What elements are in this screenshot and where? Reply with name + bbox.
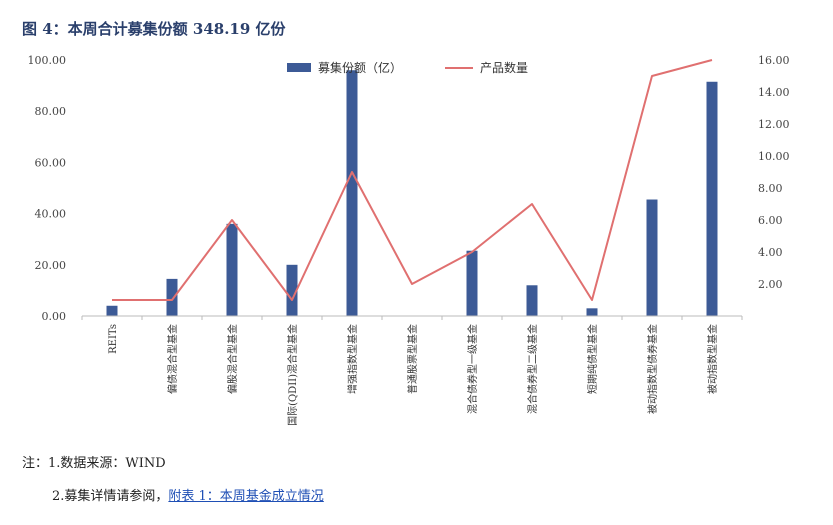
x-category-label: 普通股票型基金 [406, 324, 419, 394]
x-category-label: REITs [108, 324, 119, 354]
y-left-tick-label: 80.00 [35, 105, 67, 118]
bar [586, 308, 598, 316]
y-right-tick-label: 2.00 [758, 278, 783, 291]
bar [466, 250, 478, 316]
bar [166, 278, 178, 316]
x-category-label: 混合债券型一级基金 [466, 324, 479, 414]
detail-note: 2.募集详情请参阅，附表 1：本周基金成立情况 [52, 485, 324, 504]
legend-swatch-bar [287, 63, 311, 72]
x-category-label: 被动指数型债券基金 [646, 324, 659, 414]
x-category-label: 偏股混合型基金 [226, 324, 239, 394]
x-category-label: 被动指数型基金 [706, 324, 719, 394]
combo-chart: 0.00 20.00 40.00 60.00 80.00 100.00 2.00 4.00 6… [28, 54, 790, 426]
x-category-label: 偏债混合型基金 [166, 324, 179, 394]
y-left-tick-label: 20.00 [35, 259, 67, 272]
bar [706, 81, 718, 316]
chart-title: 图 4：本周合计募集份额 348.19 亿份 [22, 20, 286, 38]
bar [106, 305, 118, 316]
y-axis-right: 2.00 4.00 6.00 8.00 10.00 12.00 14.00 16.00 [758, 54, 790, 291]
y-axis-left: 0.00 20.00 40.00 60.00 80.00 100.00 [28, 54, 67, 323]
bar [286, 264, 298, 316]
y-left-tick-label: 60.00 [35, 156, 67, 169]
bar [346, 70, 358, 317]
source-note: 注：1.数据来源：WIND [22, 456, 166, 471]
y-right-tick-label: 10.00 [758, 150, 790, 163]
line-series [112, 59, 713, 301]
x-category-label: 国际(QDII)混合型基金 [286, 324, 299, 426]
bar [646, 199, 658, 316]
series-line [112, 59, 713, 301]
y-right-tick-label: 4.00 [758, 246, 783, 259]
x-category-label: 短期纯债型基金 [586, 324, 599, 394]
y-right-tick-label: 14.00 [758, 86, 790, 99]
appendix-link[interactable]: 附表 1：本周基金成立情况 [168, 489, 324, 504]
x-axis: REITs 偏债混合型基金 偏股混合型基金 国际(QDII)混合型基金 增强指数型基金 普… [81, 315, 743, 426]
bar [226, 223, 238, 316]
y-right-tick-label: 16.00 [758, 54, 790, 67]
detail-note-prefix: 2.募集详情请参阅， [52, 489, 169, 504]
bar-series [106, 70, 718, 317]
y-left-tick-label: 0.00 [42, 310, 67, 323]
y-right-tick-label: 6.00 [758, 214, 783, 227]
y-right-tick-label: 8.00 [758, 182, 783, 195]
x-category-label: 混合债券型二级基金 [526, 324, 539, 414]
y-left-tick-label: 40.00 [35, 208, 67, 221]
y-left-tick-label: 100.00 [28, 54, 67, 67]
bar [526, 285, 538, 316]
y-right-tick-label: 12.00 [758, 118, 790, 131]
x-category-label: 增强指数型基金 [346, 324, 359, 394]
legend: 募集份额（亿） 产品数量 [287, 60, 528, 75]
legend-label-bar: 募集份额（亿） [318, 60, 402, 75]
legend-label-line: 产品数量 [480, 60, 528, 75]
